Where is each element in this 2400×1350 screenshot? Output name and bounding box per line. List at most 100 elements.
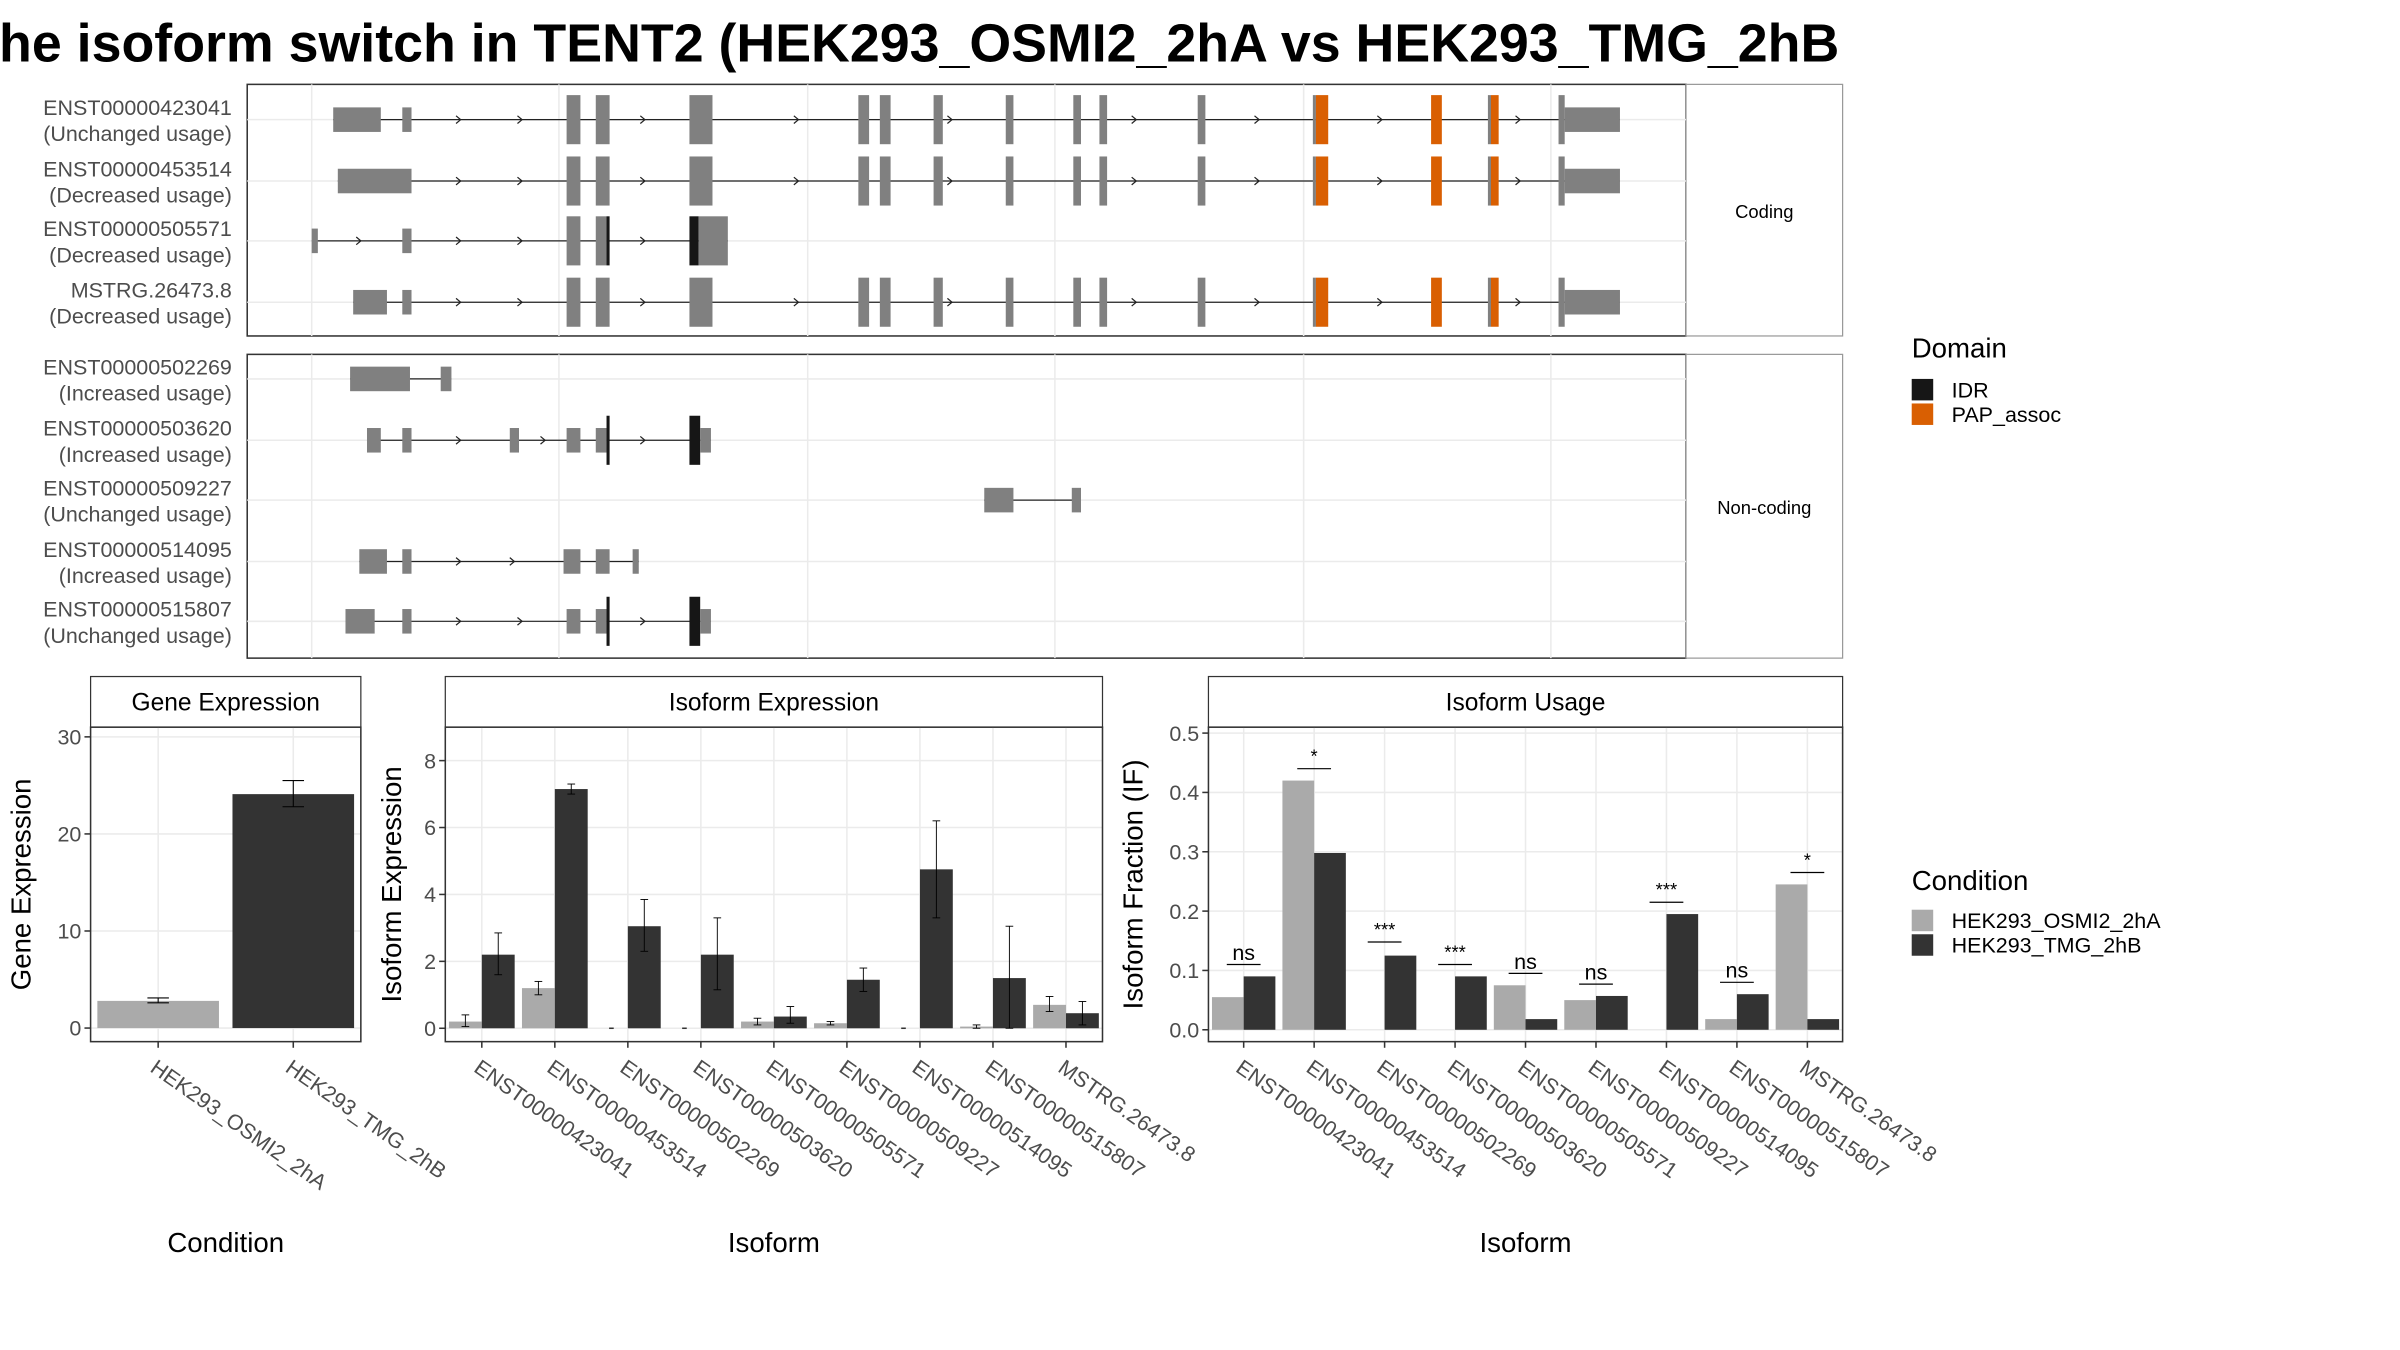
- coding-exon: [1558, 156, 1565, 206]
- panel-strip: [444, 675, 1104, 728]
- pap-assoc-domain: [1431, 277, 1442, 327]
- coding-exon: [566, 95, 581, 145]
- significance-label: *: [1311, 746, 1318, 767]
- intron-arrow: [455, 617, 462, 626]
- coding-exon: [595, 156, 610, 206]
- significance-label: *: [1804, 849, 1811, 870]
- bar: [814, 1023, 847, 1029]
- intron-arrow: [1515, 176, 1522, 186]
- utr-exon: [509, 428, 520, 453]
- utr-exon: [700, 609, 711, 634]
- intron-arrow: [1254, 176, 1261, 186]
- x-axis-title: Isoform: [728, 1227, 820, 1258]
- intron-arrow: [947, 297, 953, 307]
- coding-exon: [1197, 95, 1206, 145]
- pap-assoc-domain: [1431, 95, 1442, 145]
- idr-domain: [689, 415, 701, 465]
- transcript-id-label: ENST00000509227: [43, 477, 232, 501]
- utr-exon: [566, 428, 581, 453]
- coding-exon: [1558, 95, 1565, 145]
- coding-exon: [1312, 156, 1316, 206]
- utr-exon: [402, 107, 412, 132]
- condition-legend-swatch: [1911, 909, 1934, 932]
- intron-arrow: [639, 435, 646, 445]
- y-axis-title: Isoform Expression: [376, 766, 407, 1002]
- x-axis-title: Condition: [167, 1227, 284, 1258]
- coding-exon: [879, 156, 891, 206]
- isoform-expression-plot: Isoform Expression02468ENST00000423041EN…: [376, 675, 1200, 1258]
- utr-exon: [402, 609, 412, 634]
- coding-exon: [566, 156, 581, 206]
- y-tick-label: 6: [424, 816, 436, 840]
- pap-assoc-domain: [1315, 156, 1329, 206]
- coding-exon: [879, 277, 891, 327]
- coding-exon: [689, 95, 713, 145]
- intron-arrow: [455, 557, 462, 566]
- coding-exon: [879, 95, 891, 145]
- condition-legend-label: HEK293_TMG_2hB: [1952, 934, 2142, 958]
- intron-arrow: [947, 115, 953, 124]
- bar: [1211, 997, 1244, 1030]
- intron-arrow: [455, 236, 462, 246]
- coding-exon: [689, 277, 713, 327]
- transcript-id-label: ENST00000505571: [43, 217, 232, 241]
- utr-exon: [337, 168, 412, 194]
- intron-arrow: [517, 176, 524, 186]
- y-tick-label: 0.0: [1169, 1018, 1199, 1042]
- bar: [554, 789, 588, 1029]
- coding-exon: [1312, 277, 1316, 327]
- pap-assoc-domain: [1315, 95, 1329, 145]
- bar: [1705, 1019, 1737, 1030]
- transcript-usage-label: (Decreased usage): [49, 184, 232, 208]
- coding-exon: [933, 156, 943, 206]
- coding-exon: [1073, 156, 1081, 206]
- x-axis-title: Isoform: [1479, 1227, 1571, 1258]
- coding-exon: [1197, 277, 1206, 327]
- intron-arrow: [540, 435, 547, 445]
- utr-exon: [984, 487, 1014, 513]
- intron-arrow: [517, 236, 524, 246]
- intron-arrow: [517, 297, 524, 307]
- coding-exon: [1005, 156, 1014, 206]
- utr-exon: [595, 609, 607, 634]
- intron-arrow: [1515, 297, 1522, 307]
- transcript-usage-label: (Unchanged usage): [43, 624, 232, 648]
- idr-domain: [606, 415, 610, 465]
- coding-exon: [1487, 156, 1491, 206]
- utr-exon: [440, 366, 452, 392]
- bar: [1595, 995, 1628, 1030]
- utr-exon: [353, 289, 387, 315]
- utr-exon: [345, 609, 375, 634]
- coding-exon: [595, 277, 610, 327]
- idr-domain: [689, 596, 701, 646]
- bar: [1807, 1019, 1840, 1030]
- coding-exon: [1099, 95, 1108, 145]
- utr-exon: [1564, 168, 1620, 194]
- intron-arrow: [355, 236, 362, 246]
- panel-strip-title: Isoform Usage: [1446, 689, 1606, 716]
- y-tick-label: 2: [424, 950, 436, 974]
- intron-arrow: [639, 115, 646, 124]
- pap-assoc-domain: [1431, 156, 1442, 206]
- bar: [1493, 985, 1526, 1030]
- coding-exon: [858, 156, 870, 206]
- utr-exon: [566, 609, 581, 634]
- intron-arrow: [1254, 115, 1261, 124]
- bar: [1736, 994, 1769, 1030]
- utr-exon: [632, 549, 639, 574]
- utr-exon: [311, 228, 318, 254]
- intron-arrow: [509, 557, 516, 566]
- y-tick-label: 0.2: [1169, 900, 1199, 924]
- significance-label: ns: [1726, 959, 1749, 983]
- transcript-usage-label: (Unchanged usage): [43, 122, 232, 146]
- bar: [1666, 914, 1699, 1030]
- utr-exon: [1564, 289, 1620, 315]
- coding-exon: [1073, 95, 1081, 145]
- transcript-id-label: ENST00000453514: [43, 157, 232, 181]
- intron-arrow: [1376, 115, 1383, 124]
- intron-arrow: [517, 617, 524, 626]
- utr-exon: [595, 549, 610, 574]
- intron-arrow: [1131, 297, 1138, 307]
